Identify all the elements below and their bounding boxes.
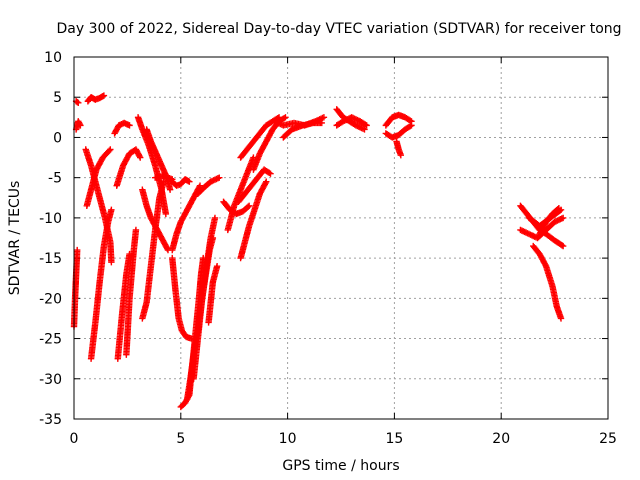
series-track-10 <box>114 250 133 362</box>
data-point <box>555 205 563 212</box>
data-point <box>280 114 288 122</box>
data-point <box>397 151 405 159</box>
series-track-24 <box>205 262 221 326</box>
x-tick-label: 0 <box>70 431 79 447</box>
series-track-09 <box>113 146 144 189</box>
y-tick-labels: -35 -30 -25 -20 -15 -10 -5 0 5 10 <box>39 50 62 428</box>
data-point <box>137 154 144 161</box>
series-track-17 <box>169 176 193 189</box>
series-track-07 <box>87 206 115 362</box>
data-point <box>320 114 328 121</box>
series-track-29 <box>235 166 274 205</box>
data-point <box>554 205 562 213</box>
x-tick-label: 5 <box>176 431 185 447</box>
y-tick-label: -35 <box>39 412 62 428</box>
data-point <box>126 122 133 129</box>
x-tick-labels: 0 5 10 15 20 25 <box>70 431 617 447</box>
series-track-25 <box>194 174 223 197</box>
data-point <box>108 206 115 214</box>
series-track-19 <box>169 254 195 342</box>
data-point <box>106 147 113 154</box>
series-track-40 <box>517 214 567 242</box>
series-track-36 <box>382 111 415 129</box>
data-point <box>74 246 81 254</box>
series-track-02 <box>72 118 84 133</box>
data-point <box>245 202 253 210</box>
data-point <box>132 226 140 234</box>
data-point <box>77 122 84 129</box>
data-point <box>362 121 369 128</box>
data-point <box>282 114 289 121</box>
data-point <box>196 182 204 189</box>
data-point <box>557 315 565 322</box>
data-point <box>213 262 221 270</box>
series-track-06 <box>83 146 114 210</box>
data-point <box>162 210 170 218</box>
data-point <box>211 214 219 222</box>
series-track-13 <box>143 126 174 193</box>
data-point <box>318 119 325 127</box>
data-point <box>136 153 143 160</box>
y-tick-label: -15 <box>39 251 62 267</box>
y-tick-label: 0 <box>53 130 62 146</box>
data-point <box>559 242 567 250</box>
series-track-23 <box>194 214 219 334</box>
data-point <box>244 203 252 210</box>
data-point <box>107 146 114 153</box>
series-track-38 <box>393 138 405 159</box>
data-point <box>407 122 414 130</box>
y-tick-label: -10 <box>39 211 62 227</box>
data-point <box>164 245 171 252</box>
y-axis-label: SDTVAR / TECUs <box>7 181 23 296</box>
data-point <box>76 120 83 128</box>
data-point <box>559 214 567 222</box>
y-tick-label: -5 <box>48 171 62 187</box>
x-tick-label: 15 <box>385 431 403 447</box>
data-point <box>74 98 81 106</box>
series-track-08 <box>111 119 133 137</box>
data-point <box>407 117 414 124</box>
series-track-43 <box>530 242 565 322</box>
x-tick-label: 10 <box>279 431 297 447</box>
data-point <box>263 178 270 185</box>
data-point <box>363 122 370 129</box>
y-tick-label: 5 <box>53 90 62 106</box>
data-point <box>558 242 566 249</box>
x-tick-label: 20 <box>492 431 510 447</box>
series-track-11 <box>123 226 140 358</box>
chart-title: Day 300 of 2022, Sidereal Day-to-day VTE… <box>56 21 621 37</box>
series-track-15 <box>139 178 167 322</box>
data-point <box>160 178 167 185</box>
data-points <box>70 92 567 411</box>
data-point <box>262 179 269 187</box>
plot-frame <box>73 56 609 420</box>
data-point <box>216 174 223 181</box>
series-track-16 <box>151 172 176 183</box>
x-tick-label: 25 <box>599 431 617 447</box>
y-tick-label: -20 <box>39 291 62 307</box>
data-point <box>108 258 115 266</box>
data-point <box>166 186 174 193</box>
data-point <box>267 170 274 177</box>
series-track-01 <box>70 246 81 330</box>
data-point <box>266 169 273 177</box>
data-point <box>100 92 108 99</box>
y-tick-label: 10 <box>44 50 62 66</box>
series-track-33 <box>280 119 325 141</box>
series-track-42 <box>536 205 563 238</box>
y-tick-label: -30 <box>39 372 62 388</box>
series-track-04 <box>84 92 108 105</box>
data-point <box>408 122 415 129</box>
data-point <box>361 126 368 133</box>
data-point <box>75 99 82 107</box>
series-track-35 <box>333 114 370 129</box>
series-track-27 <box>220 198 253 218</box>
series-track-28 <box>237 178 270 262</box>
data-point <box>186 178 193 185</box>
x-axis-label: GPS time / hours <box>282 458 399 474</box>
y-tick-label: -25 <box>39 332 62 348</box>
series-track-37 <box>382 122 415 141</box>
